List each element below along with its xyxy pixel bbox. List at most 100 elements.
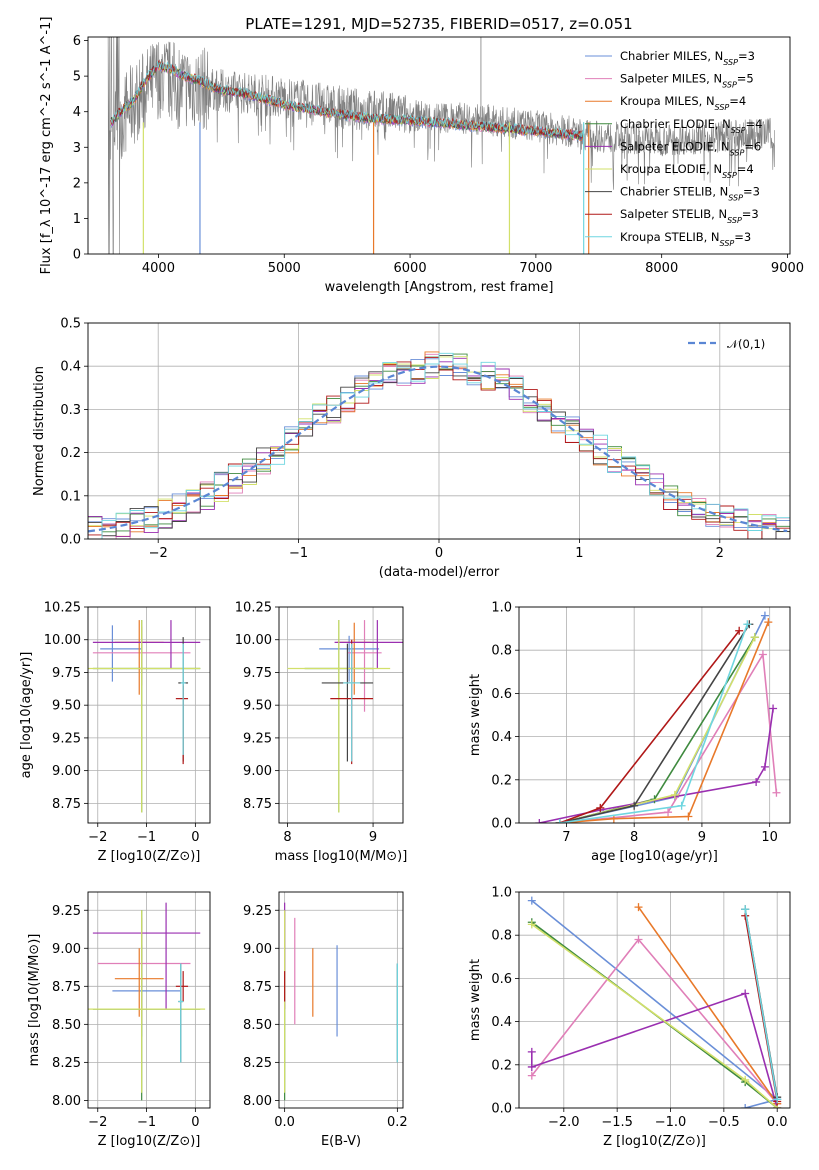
y-tick-label: 9.50 [52, 699, 81, 714]
y-tick-label: 9.25 [243, 904, 272, 919]
y-tick-label: 3 [73, 141, 81, 156]
series-marker [527, 1047, 536, 1056]
axes-frame [518, 891, 791, 1109]
x-axis-label: Z [log10(Z/Z⊙)] [98, 849, 201, 864]
legend-label: Salpeter MILES, NSSP=5 [620, 72, 754, 90]
series-line [559, 621, 770, 823]
panel-mass_vs_Z: −2 −1 0 8.00 8.25 8.50 8.75 9.00 9.25 Z [log10(Z/… [27, 891, 211, 1149]
y-tick-label: 1.0 [491, 886, 512, 901]
normal-reference-curve [88, 365, 788, 533]
legend-label: Kroupa MILES, NSSP=4 [620, 94, 746, 112]
histogram-step [88, 352, 790, 539]
legend: Chabrier MILES, NSSP=3 Salpeter MILES, NS… [585, 49, 762, 247]
x-axis-label: wavelength [Angstrom, rest frame] [325, 280, 554, 295]
y-tick-label: 9.00 [243, 764, 272, 779]
y-tick-label: 9.00 [52, 764, 81, 779]
x-tick-label: 7 [562, 830, 570, 845]
panel-age_vs_Z: −2 −1 0 8.75 9.00 9.25 9.50 9.75 10.00 10.25 Z [lo… [19, 601, 211, 864]
legend-count: =4 [746, 117, 763, 131]
axes-frame [278, 606, 404, 824]
plot-area [88, 902, 206, 1101]
legend-count: =4 [729, 94, 746, 108]
x-tick-label: 5000 [268, 261, 301, 276]
plot-area [527, 896, 782, 1108]
legend-count: =3 [734, 230, 751, 244]
series-marker [664, 808, 673, 817]
series-marker [750, 633, 759, 642]
x-tick-label: 0 [191, 830, 199, 845]
x-tick-label: 10 [761, 830, 778, 845]
y-tick-label: 9.25 [52, 731, 81, 746]
series-marker [741, 1075, 750, 1084]
legend-count: =6 [744, 139, 761, 153]
x-tick-label: 9 [369, 830, 377, 845]
y-tick-label: 0.8 [491, 644, 512, 659]
model-spectrum [110, 60, 584, 139]
legend-label: Chabrier STELIB, NSSP=3 [620, 185, 760, 203]
series-marker [527, 1071, 536, 1080]
legend-subscript: SSP [730, 148, 745, 157]
figure-title: PLATE=1291, MJD=52735, FIBERID=0517, z=0… [245, 15, 632, 33]
y-tick-label: 8.75 [243, 980, 272, 995]
plot-area [88, 620, 201, 813]
series-marker [760, 611, 769, 620]
y-tick-label: 0.3 [60, 403, 81, 418]
series-line [531, 923, 778, 1108]
y-tick-label: 1 [73, 212, 81, 227]
y-tick-label: 0.2 [491, 773, 512, 788]
y-tick-label: 8.25 [243, 1056, 272, 1071]
x-tick-label: 8 [283, 830, 291, 845]
axes-frame [518, 606, 791, 824]
legend-label: Kroupa ELODIE, NSSP=4 [620, 162, 754, 180]
x-tick-label: −1 [137, 1115, 156, 1130]
y-tick-label: 0.6 [491, 972, 512, 987]
y-tick-label: 0.6 [491, 687, 512, 702]
x-axis-label: Z [log10(Z/Z⊙)] [603, 1134, 706, 1149]
series-marker [670, 790, 679, 799]
x-tick-label: −2.0 [548, 1115, 580, 1130]
y-tick-label: 8.75 [243, 797, 272, 812]
series-line [559, 636, 756, 823]
y-tick-label: 10.00 [235, 633, 272, 648]
series-line [531, 921, 778, 1108]
x-tick-label: 9 [698, 830, 706, 845]
series-marker [555, 819, 564, 823]
y-tick-label: 5 [73, 70, 81, 85]
plot-area [88, 351, 790, 539]
series-marker [630, 801, 639, 810]
series-marker [596, 803, 605, 812]
y-tick-label: 0.2 [60, 446, 81, 461]
legend-subscript: SSP [720, 238, 735, 247]
legend-label: Chabrier ELODIE, NSSP=4 [620, 117, 762, 135]
x-tick-label: 0 [435, 546, 443, 561]
series-line [559, 630, 740, 823]
series-marker [735, 626, 744, 635]
series-marker [634, 903, 643, 912]
y-tick-label: 9.00 [243, 942, 272, 957]
y-tick-label: 9.50 [243, 699, 272, 714]
y-tick-label: 8.25 [52, 1056, 81, 1071]
legend-label: Salpeter STELIB, NSSP=3 [620, 207, 759, 225]
legend-label: Kroupa STELIB, NSSP=3 [620, 230, 751, 248]
y-tick-label: 9.00 [52, 942, 81, 957]
axes-frame [87, 322, 791, 540]
x-tick-label: 0.0 [274, 1115, 295, 1130]
x-tick-label: −2 [88, 830, 107, 845]
model-spectrum [110, 60, 584, 140]
legend-subscript: SSP [727, 216, 742, 225]
series-line [531, 992, 778, 1108]
series-marker [764, 618, 773, 627]
series-marker [634, 935, 643, 944]
y-tick-label: 9.75 [243, 666, 272, 681]
series-line [539, 708, 774, 823]
series-marker [684, 812, 693, 821]
x-tick-label: −0.5 [708, 1115, 740, 1130]
y-tick-label: 6 [73, 34, 81, 49]
series-marker [752, 777, 761, 786]
x-axis-label: age [log10(age/yr)] [591, 849, 718, 864]
y-tick-label: 10.25 [44, 601, 81, 616]
x-tick-label: 2 [716, 546, 724, 561]
y-tick-label: 0.4 [491, 730, 512, 745]
x-tick-label: −2 [149, 546, 168, 561]
plot-area [107, 37, 775, 254]
